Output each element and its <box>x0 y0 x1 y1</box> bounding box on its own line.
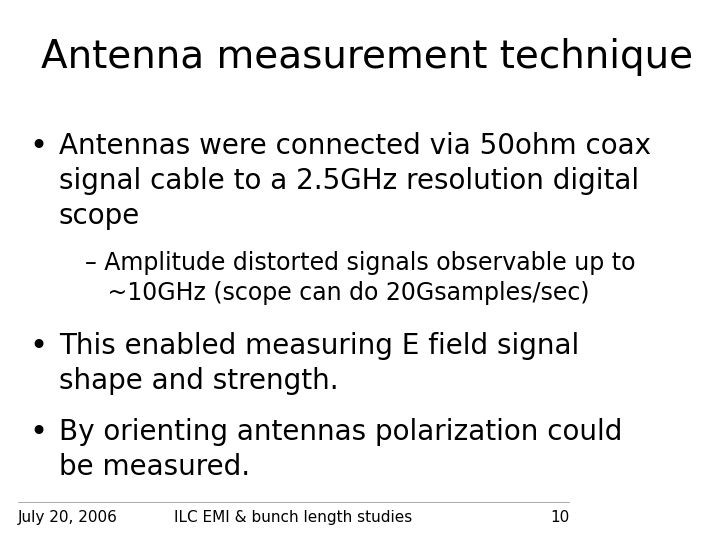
Text: July 20, 2006: July 20, 2006 <box>17 510 117 525</box>
Text: •: • <box>30 332 48 361</box>
Text: This enabled measuring E field signal
shape and strength.: This enabled measuring E field signal sh… <box>59 332 579 395</box>
Text: ILC EMI & bunch length studies: ILC EMI & bunch length studies <box>174 510 413 525</box>
Text: 10: 10 <box>550 510 570 525</box>
Text: Antennas were connected via 50ohm coax
signal cable to a 2.5GHz resolution digit: Antennas were connected via 50ohm coax s… <box>59 132 651 230</box>
Text: •: • <box>30 418 48 448</box>
Text: By orienting antennas polarization could
be measured.: By orienting antennas polarization could… <box>59 418 622 481</box>
Text: – Amplitude distorted signals observable up to
   ~10GHz (scope can do 20Gsample: – Amplitude distorted signals observable… <box>85 251 636 305</box>
Text: Antenna measurement technique: Antenna measurement technique <box>41 38 693 76</box>
Text: •: • <box>30 132 48 161</box>
